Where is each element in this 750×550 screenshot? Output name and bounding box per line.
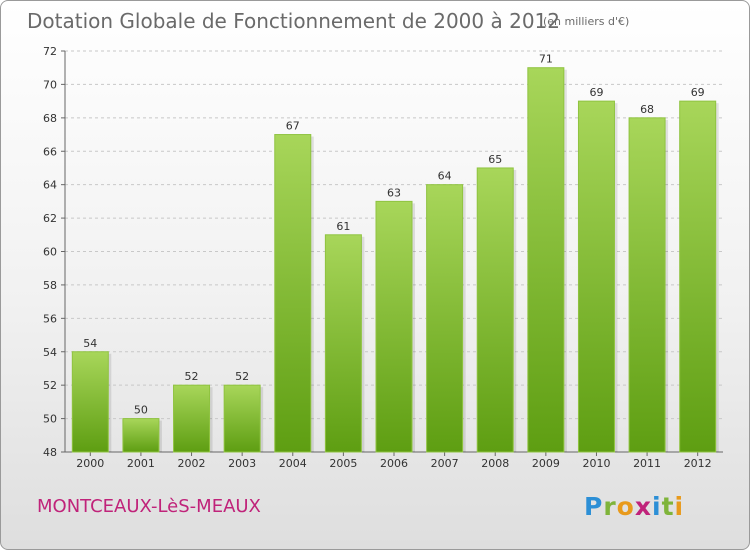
x-tick-label: 2011 — [633, 457, 661, 470]
bar — [324, 234, 362, 453]
y-tick-label: 64 — [43, 179, 57, 192]
bar — [274, 134, 312, 453]
x-tick-label: 2002 — [178, 457, 206, 470]
x-tick-label: 2000 — [76, 457, 104, 470]
chart-title: Dotation Globale de Fonctionnement de 20… — [27, 9, 560, 33]
bar — [577, 100, 615, 453]
x-tick-label: 2004 — [279, 457, 307, 470]
labels: 48 50 52 54 56 58 60 62 64 66 68 70 72 54 2000 50 2001 52… — [43, 45, 712, 470]
y-tick-label: 58 — [43, 279, 57, 292]
data-label: 69 — [589, 86, 603, 99]
bar — [426, 184, 464, 453]
data-label: 54 — [83, 337, 97, 350]
x-tick-label: 2008 — [481, 457, 509, 470]
logo-letter: x — [634, 492, 652, 521]
y-tick-label: 48 — [43, 446, 57, 459]
x-tick-label: 2001 — [127, 457, 155, 470]
bar — [628, 117, 666, 453]
y-tick-label: 54 — [43, 346, 57, 359]
bar — [173, 384, 211, 453]
y-tick-label: 56 — [43, 312, 57, 325]
data-label: 63 — [387, 186, 401, 199]
proxiti-logo: Proxiti — [584, 492, 684, 521]
bar — [679, 100, 717, 453]
chart-subtitle: (en milliers d'€) — [543, 15, 630, 28]
data-label: 71 — [539, 53, 553, 66]
data-label: 64 — [438, 170, 452, 183]
x-tick-label: 2009 — [532, 457, 560, 470]
data-label: 61 — [336, 220, 350, 233]
y-tick-label: 68 — [43, 112, 57, 125]
x-tick-label: 2005 — [329, 457, 357, 470]
y-tick-label: 66 — [43, 145, 57, 158]
bar — [527, 67, 565, 453]
x-tick-label: 2003 — [228, 457, 256, 470]
y-tick-label: 70 — [43, 78, 57, 91]
data-label: 67 — [286, 120, 300, 133]
x-tick-label: 2007 — [431, 457, 459, 470]
y-tick-label: 52 — [43, 379, 57, 392]
data-label: 52 — [185, 370, 199, 383]
bar — [71, 351, 109, 453]
data-label: 68 — [640, 103, 654, 116]
bar — [223, 384, 261, 453]
data-label: 50 — [134, 404, 148, 417]
data-label: 69 — [691, 86, 705, 99]
town-name: MONTCEAUX-LèS-MEAUX — [37, 496, 261, 517]
x-tick-label: 2012 — [684, 457, 712, 470]
y-tick-label: 62 — [43, 212, 57, 225]
x-tick-label: 2006 — [380, 457, 408, 470]
bars — [71, 67, 719, 453]
data-label: 65 — [488, 153, 502, 166]
logo-letter: t — [661, 492, 675, 521]
logo-letter: P — [584, 492, 604, 521]
bar — [476, 167, 514, 453]
y-tick-label: 50 — [43, 413, 57, 426]
data-label: 52 — [235, 370, 249, 383]
y-tick-label: 60 — [43, 246, 57, 259]
bar — [375, 200, 413, 453]
logo-letter: o — [616, 492, 635, 521]
bar — [122, 418, 160, 453]
x-tick-label: 2010 — [582, 457, 610, 470]
logo-letter: i — [652, 492, 662, 521]
logo-letter: i — [674, 492, 685, 521]
logo-letter: r — [603, 492, 617, 521]
y-tick-label: 72 — [43, 45, 57, 58]
